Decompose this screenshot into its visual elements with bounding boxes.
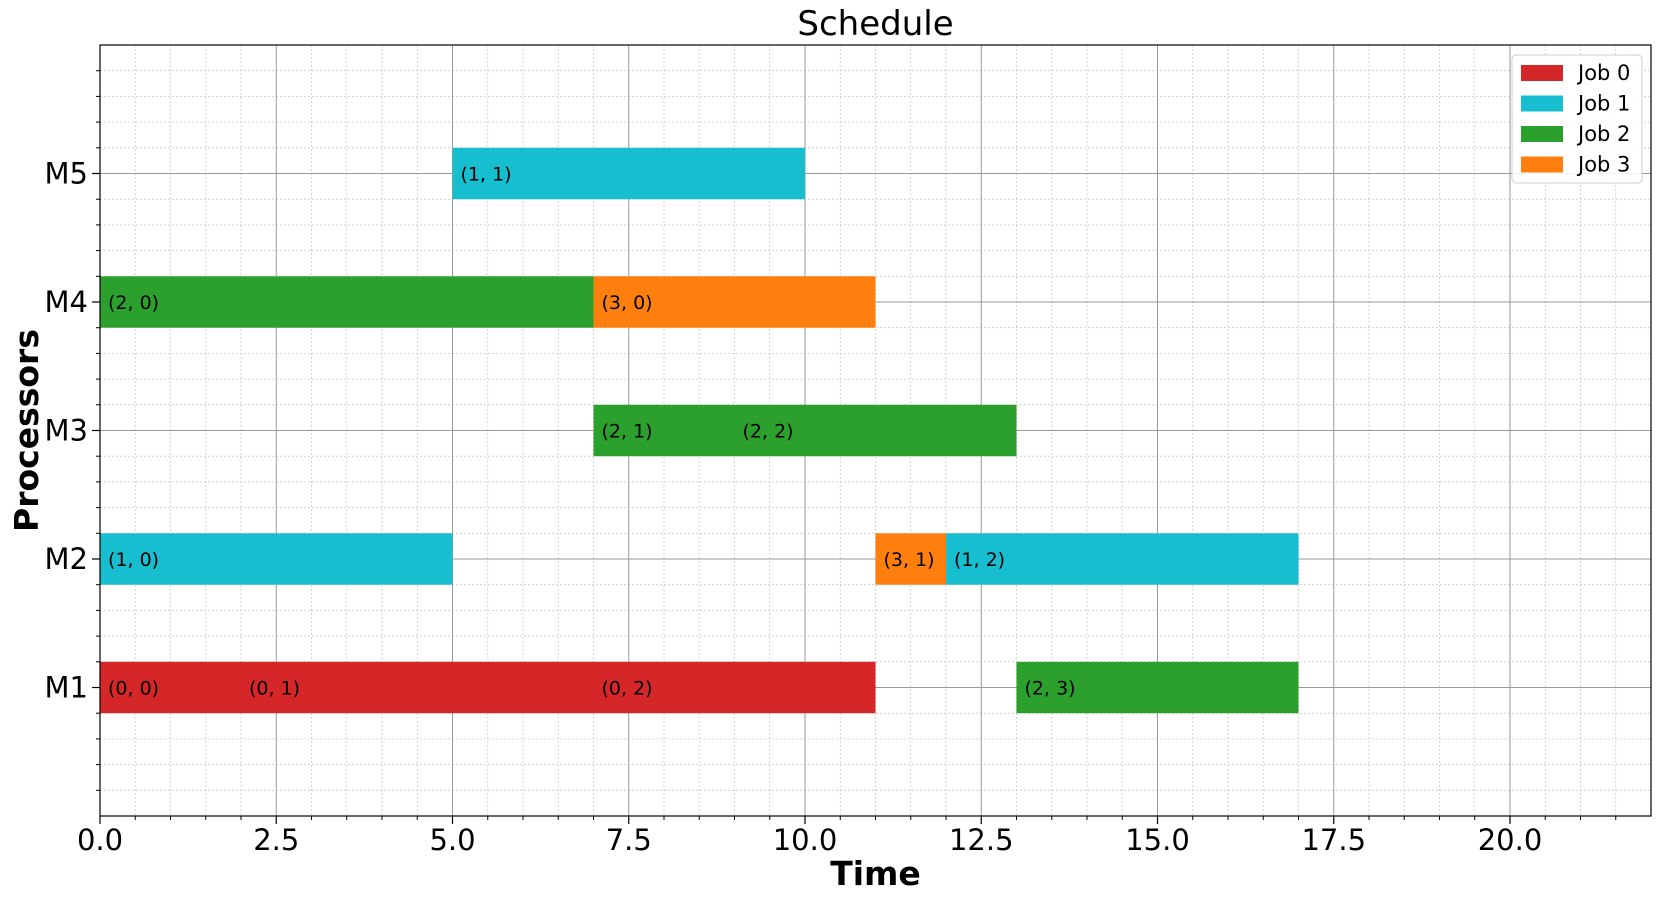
task-label: (0, 2) [602,678,653,700]
x-tick-label: 10.0 [773,823,838,857]
legend-swatch [1521,65,1563,81]
task-bar [946,533,1299,585]
task-bar [241,661,594,714]
task-bar [452,147,805,200]
task-bar [593,404,735,457]
x-tick-label: 0.0 [77,823,123,857]
legend-label: Job 1 [1576,92,1630,116]
task-bar [875,533,946,585]
legend-label: Job 0 [1576,61,1630,85]
y-tick-label: M3 [45,414,88,448]
task-label: (2, 1) [602,421,653,443]
task-bar [100,276,594,328]
y-tick-label: M4 [45,285,88,319]
legend: Job 0 Job 1 Job 2 Job 3 [1511,54,1643,184]
x-tick-label: 15.0 [1125,823,1190,857]
x-tick-label: 20.0 [1478,823,1543,857]
x-axis-label: Time [830,854,921,893]
task-bar [734,404,1017,457]
x-tick-label: 5.0 [429,823,475,857]
task-label: (2, 0) [108,292,159,314]
task-bar [593,661,876,714]
x-tick-label: 2.5 [253,823,299,857]
legend-label: Job 3 [1576,153,1630,177]
bar-labels: (0, 0) (0, 1) (0, 2) (2, 3) (1, 0) (3, 1) (1, … [108,164,1076,700]
legend-swatch [1521,95,1563,112]
y-tick-labels: M1 M2 M3 M4 M5 [45,157,88,705]
task-label: (2, 3) [1025,678,1076,700]
task-bar [100,661,241,714]
y-axis-label: Processors [7,329,46,532]
task-label: (3, 0) [602,292,653,314]
task-bar [593,276,876,328]
task-label: (2, 2) [743,421,794,443]
task-bar [100,533,453,585]
x-tick-labels: 0.0 2.5 5.0 7.5 10.0 12.5 15.0 17.5 20.0 [77,823,1542,857]
y-tick-label: M5 [45,157,88,191]
x-tick-label: 12.5 [949,823,1014,857]
legend-label: Job 2 [1576,122,1630,146]
task-label: (0, 1) [249,678,300,700]
task-label: (0, 0) [108,678,159,700]
task-label: (1, 2) [954,549,1005,571]
legend-swatch [1521,156,1563,173]
task-label: (3, 1) [884,549,935,571]
ticks [92,70,1617,824]
x-tick-label: 17.5 [1301,823,1366,857]
legend-swatch [1521,126,1563,142]
chart-title: Schedule [797,4,953,44]
x-tick-label: 7.5 [606,823,652,857]
y-tick-label: M1 [45,671,88,705]
task-label: (1, 1) [461,164,512,186]
legend-frame [1511,54,1643,184]
bars [100,147,1299,714]
y-tick-label: M2 [45,542,88,576]
task-label: (1, 0) [108,549,159,571]
task-bar [1016,661,1299,714]
